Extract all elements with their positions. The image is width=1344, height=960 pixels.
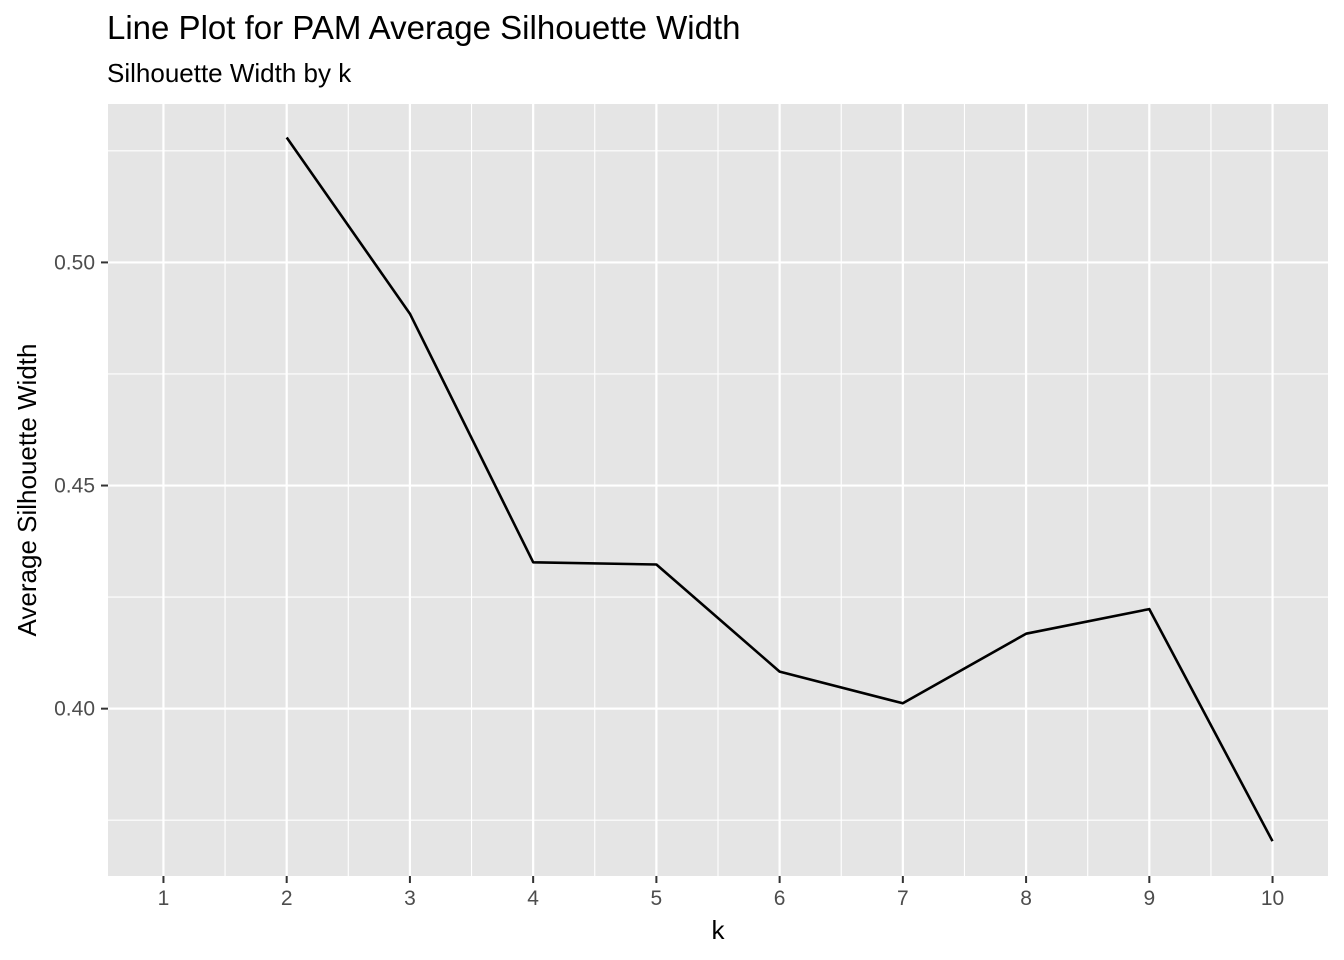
x-tick-label: 4 <box>527 887 539 910</box>
x-tick-label: 8 <box>1020 887 1032 910</box>
y-tick-label: 0.50 <box>54 251 95 274</box>
x-tick-label: 10 <box>1261 887 1284 910</box>
x-axis-title: k <box>712 915 726 945</box>
series-line <box>285 136 1274 842</box>
x-tick-label: 3 <box>404 887 416 910</box>
minor-gridlines <box>108 104 1328 876</box>
major-gridlines <box>108 104 1328 876</box>
chart-title: Line Plot for PAM Average Silhouette Wid… <box>107 9 740 46</box>
x-tick-label: 2 <box>281 887 293 910</box>
x-tick-label: 1 <box>158 887 170 910</box>
x-tick-labels: 1 2 3 4 5 6 7 8 9 10 <box>158 887 1285 910</box>
x-tick-label: 6 <box>774 887 786 910</box>
axis-ticks <box>101 261 1274 883</box>
y-tick-label: 0.40 <box>54 698 95 721</box>
x-tick-label: 7 <box>897 887 909 910</box>
y-tick-labels: 0.40 0.45 0.50 <box>54 251 95 720</box>
y-tick-label: 0.45 <box>54 475 95 498</box>
x-tick-label: 9 <box>1143 887 1155 910</box>
y-axis-title: Average Silhouette Width <box>12 344 42 637</box>
chart-subtitle: Silhouette Width by k <box>107 58 352 88</box>
series-layer <box>285 136 1274 842</box>
x-tick-label: 5 <box>651 887 663 910</box>
